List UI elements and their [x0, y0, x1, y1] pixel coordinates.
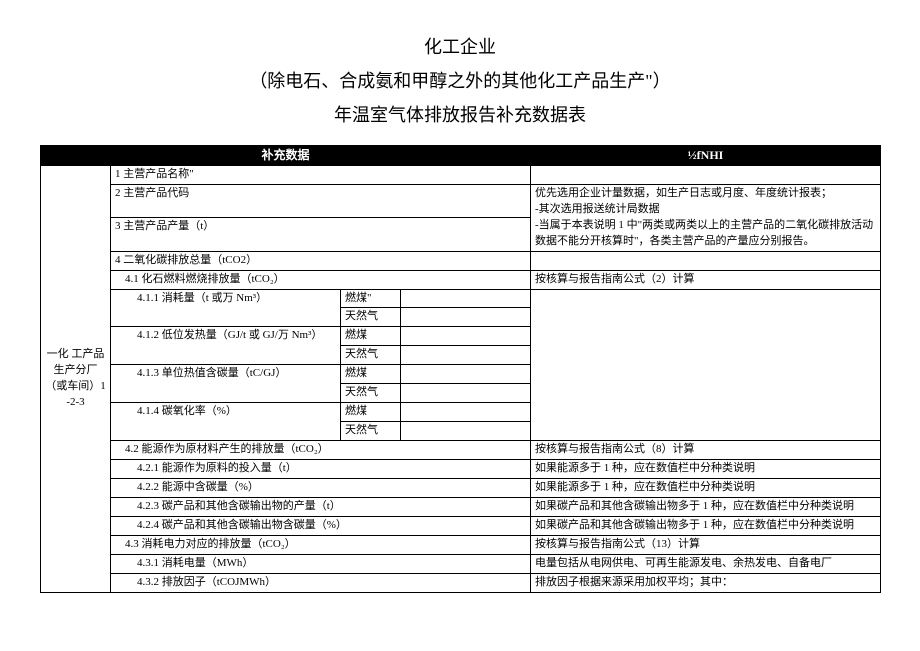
value-cell — [401, 346, 531, 365]
cell-label: 4.3.2 排放因子（tCOJMWh） — [111, 573, 531, 592]
left-group-label: 一化 工产品生产分厂（或车间）1-2-3 — [41, 165, 111, 592]
table-row: 4.2.4 碳产品和其他含碳输出物含碳量（%） 如果碳产品和其他含碳输出物多于 … — [41, 516, 881, 535]
cell-label: 4.1.3 单位热值含碳量（tC/GJ） — [111, 365, 341, 403]
title-line-3: 年温室气体排放报告补充数据表 — [40, 98, 880, 132]
value-cell — [401, 308, 531, 327]
fuel-cell: 天然气 — [341, 346, 401, 365]
table-row: 2 主营产品代码 优先选用企业计量数据，如生产日志或月度、年度统计报表； -其次… — [41, 184, 881, 217]
cell-label: 4.2 能源作为原材料产生的排放量（tCO₂） — [111, 441, 531, 460]
fuel-cell: 天然气 — [341, 422, 401, 441]
cell-label: 4.2.3 碳产品和其他含碳输出物的产量（t） — [111, 497, 531, 516]
cell-label: 4.1.2 低位发热量（GJ/t 或 GJ/万 Nm³） — [111, 327, 341, 365]
cell-note: 如果能源多于 1 种，应在数值栏中分种类说明 — [531, 459, 881, 478]
cell-label: 4.2.1 能源作为原料的投入量（t） — [111, 459, 531, 478]
cell-label: 2 主营产品代码 — [111, 184, 531, 217]
table-row: 4.2.3 碳产品和其他含碳输出物的产量（t） 如果碳产品和其他含碳输出物多于 … — [41, 497, 881, 516]
cell-note: 优先选用企业计量数据，如生产日志或月度、年度统计报表； -其次选用报送统计局数据… — [531, 184, 881, 251]
title-line-2: （除电石、合成氨和甲醇之外的其他化工产品生产"） — [40, 64, 880, 98]
table-header-row: 补充数据 ½fNHI — [41, 145, 881, 165]
value-cell — [401, 327, 531, 346]
document-title: 化工企业 （除电石、合成氨和甲醇之外的其他化工产品生产"） 年温室气体排放报告补… — [40, 30, 880, 133]
cell-note: 按核算与报告指南公式（2）计算 — [531, 270, 881, 289]
title-line-1: 化工企业 — [40, 30, 880, 64]
fuel-cell: 燃煤" — [341, 289, 401, 308]
header-col-data: 补充数据 — [41, 145, 531, 165]
cell-note: 排放因子根据来源采用加权平均；其中： — [531, 573, 881, 592]
table-row: 4.2.2 能源中含碳量（%） 如果能源多于 1 种，应在数值栏中分种类说明 — [41, 478, 881, 497]
cell-note — [531, 165, 881, 184]
data-table: 补充数据 ½fNHI 一化 工产品生产分厂（或车间）1-2-3 1 主营产品名称… — [40, 145, 881, 593]
cell-label: 4.3 消耗电力对应的排放量（tCO₂） — [111, 535, 531, 554]
table-row: 一化 工产品生产分厂（或车间）1-2-3 1 主营产品名称" — [41, 165, 881, 184]
fuel-cell: 燃煤 — [341, 365, 401, 384]
cell-note: 电量包括从电网供电、可再生能源发电、余热发电、自备电厂 — [531, 554, 881, 573]
value-cell — [401, 365, 531, 384]
value-cell — [401, 403, 531, 422]
cell-note — [531, 251, 881, 270]
cell-label: 4.1.1 消耗量（t 或万 Nm³） — [111, 289, 341, 327]
cell-label: 4.1 化石燃料燃烧排放量（tCO₂） — [111, 270, 531, 289]
fuel-cell: 燃煤 — [341, 403, 401, 422]
cell-note: 按核算与报告指南公式（13）计算 — [531, 535, 881, 554]
table-row: 4.3 消耗电力对应的排放量（tCO₂） 按核算与报告指南公式（13）计算 — [41, 535, 881, 554]
cell-label: 4 二氧化碳排放总量（tCO2） — [111, 251, 531, 270]
table-row: 4.2 能源作为原材料产生的排放量（tCO₂） 按核算与报告指南公式（8）计算 — [41, 441, 881, 460]
header-col-note: ½fNHI — [531, 145, 881, 165]
cell-label: 4.2.2 能源中含碳量（%） — [111, 478, 531, 497]
table-row: 4 二氧化碳排放总量（tCO2） — [41, 251, 881, 270]
cell-note: 如果能源多于 1 种，应在数值栏中分种类说明 — [531, 478, 881, 497]
value-cell — [401, 422, 531, 441]
table-row: 4.1 化石燃料燃烧排放量（tCO₂） 按核算与报告指南公式（2）计算 — [41, 270, 881, 289]
fuel-cell: 天然气 — [341, 308, 401, 327]
cell-label: 4.2.4 碳产品和其他含碳输出物含碳量（%） — [111, 516, 531, 535]
value-cell — [401, 384, 531, 403]
cell-note — [531, 289, 881, 441]
table-row: 4.2.1 能源作为原料的投入量（t） 如果能源多于 1 种，应在数值栏中分种类… — [41, 459, 881, 478]
cell-note: 如果碳产品和其他含碳输出物多于 1 种，应在数值栏中分种类说明 — [531, 516, 881, 535]
value-cell — [401, 289, 531, 308]
fuel-cell: 燃煤 — [341, 327, 401, 346]
table-row: 4.1.1 消耗量（t 或万 Nm³） 燃煤" — [41, 289, 881, 308]
cell-label: 1 主营产品名称" — [111, 165, 531, 184]
fuel-cell: 天然气 — [341, 384, 401, 403]
cell-label: 4.1.4 碳氧化率（%） — [111, 403, 341, 441]
table-row: 4.3.2 排放因子（tCOJMWh） 排放因子根据来源采用加权平均；其中： — [41, 573, 881, 592]
cell-note: 按核算与报告指南公式（8）计算 — [531, 441, 881, 460]
table-row: 4.3.1 消耗电量（MWh） 电量包括从电网供电、可再生能源发电、余热发电、自… — [41, 554, 881, 573]
cell-label: 4.3.1 消耗电量（MWh） — [111, 554, 531, 573]
cell-note: 如果碳产品和其他含碳输出物多于 1 种，应在数值栏中分种类说明 — [531, 497, 881, 516]
cell-label: 3 主营产品产量（t） — [111, 218, 531, 251]
